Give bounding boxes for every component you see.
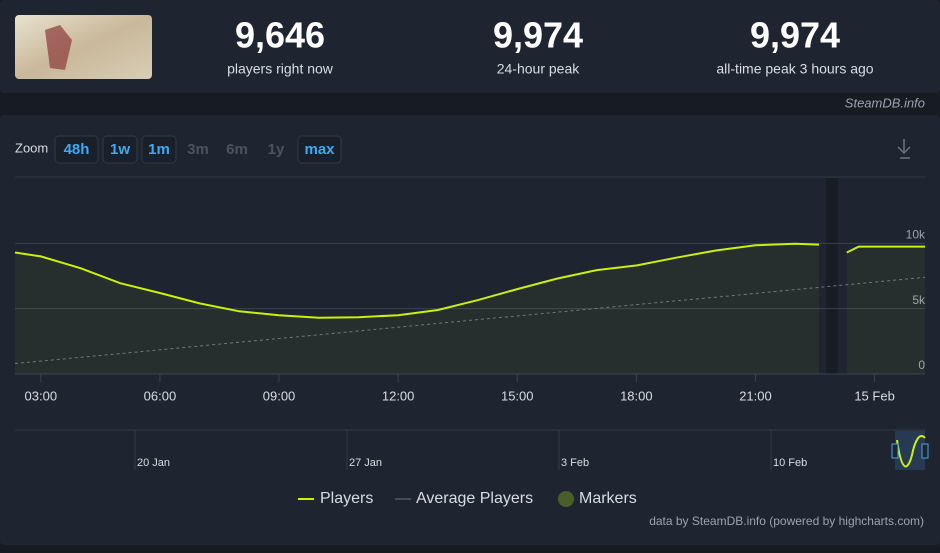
zoom-button[interactable]	[54, 135, 99, 164]
series-area	[15, 243, 925, 374]
x-tick-label: 06:00	[144, 388, 177, 403]
thumbnail-art	[45, 25, 72, 70]
game-thumbnail	[15, 15, 152, 79]
x-tick-label: 09:00	[263, 388, 296, 403]
x-tick-label: 12:00	[382, 388, 415, 403]
x-tick-label: 18:00	[620, 388, 653, 403]
legend-label[interactable]: Average Players	[416, 490, 533, 507]
zoom-label: Zoom	[15, 140, 48, 155]
x-tick-label: 21:00	[739, 388, 772, 403]
series-line	[14, 276, 926, 364]
zoom-button-label[interactable]: max	[304, 141, 335, 158]
navigator-handle[interactable]	[891, 443, 899, 459]
zoom-button-label[interactable]: 1w	[110, 141, 130, 158]
x-tick-label: 03:00	[25, 388, 58, 403]
stat-value: 9,646	[235, 15, 325, 56]
legend-label[interactable]: Players	[320, 490, 373, 507]
navigator-line	[896, 435, 926, 468]
series-line	[14, 242, 925, 319]
zoom-button-label[interactable]: 1m	[148, 141, 170, 158]
navigator-label: 10 Feb	[773, 457, 807, 469]
navigator-label: 20 Jan	[137, 457, 170, 469]
zoom-button[interactable]	[141, 135, 177, 164]
stats-card	[0, 0, 940, 93]
navigator-handle[interactable]	[921, 443, 929, 459]
x-tick-label: 15 Feb	[854, 388, 894, 403]
zoom-button[interactable]	[102, 135, 138, 164]
zoom-button[interactable]	[297, 135, 342, 164]
stat-value: 9,974	[750, 15, 840, 56]
zoom-button-label: 6m	[226, 141, 248, 158]
zoom-button-label: 1y	[268, 141, 285, 158]
stat-label: all-time peak 3 hours ago	[716, 61, 873, 77]
credits: data by SteamDB.info (powered by highcha…	[649, 514, 924, 528]
navigator-label: 27 Jan	[349, 457, 382, 469]
navigator-label: 3 Feb	[561, 457, 589, 469]
gap-band	[826, 178, 838, 374]
source-label: SteamDB.info	[845, 95, 925, 110]
y-tick-label: 5k	[912, 293, 926, 307]
stat-label: players right now	[227, 61, 334, 77]
stat-label: 24-hour peak	[497, 61, 581, 77]
legend-label[interactable]: Markers	[579, 490, 637, 507]
stat-value: 9,974	[493, 15, 583, 56]
zoom-button-label[interactable]: 48h	[64, 141, 90, 158]
y-tick-label: 10k	[906, 228, 926, 242]
y-tick-label: 0	[918, 358, 925, 372]
x-tick-label: 15:00	[501, 388, 534, 403]
download-icon[interactable]	[897, 139, 911, 159]
legend-symbol	[558, 491, 574, 507]
zoom-button-label: 3m	[187, 141, 209, 158]
chart-card	[0, 115, 940, 545]
